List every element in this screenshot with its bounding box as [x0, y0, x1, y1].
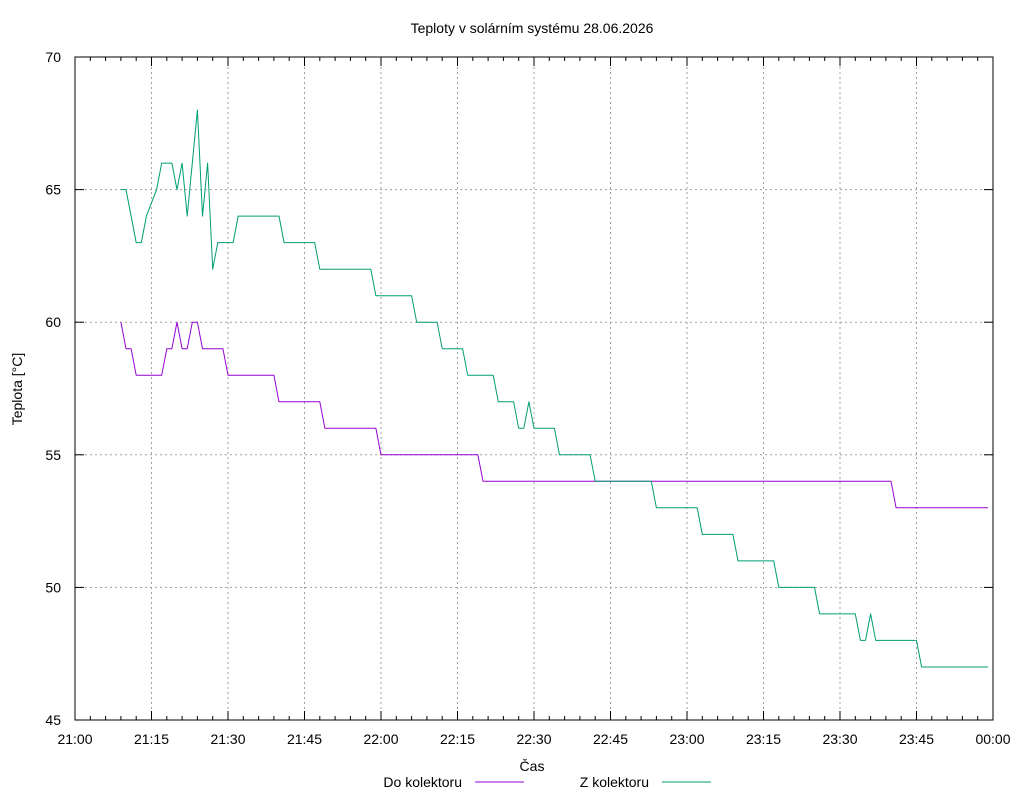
- series-line-z-kolektoru: [120, 109, 988, 668]
- x-tick-label: 21:30: [210, 731, 245, 747]
- x-axis-label: Čas: [520, 758, 545, 774]
- y-tick-label: 70: [45, 49, 61, 65]
- y-tick-label: 55: [45, 447, 61, 463]
- tick-labels: 21:00 21:15 21:30 21:45 22:00 22:15 22:30 22:45…: [45, 49, 1010, 747]
- legend: Do kolektoru Z kolektoru: [383, 774, 711, 790]
- x-tick-label: 22:30: [516, 731, 551, 747]
- y-tick-label: 50: [45, 579, 61, 595]
- x-tick-label: 23:15: [746, 731, 781, 747]
- y-tick-label: 60: [45, 314, 61, 330]
- grid-lines: [75, 57, 993, 720]
- x-tick-label: 21:00: [57, 731, 92, 747]
- x-tick-label: 23:30: [822, 731, 857, 747]
- x-tick-label: 22:15: [440, 731, 475, 747]
- legend-label-do-kolektoru: Do kolektoru: [383, 774, 462, 790]
- y-tick-label: 45: [45, 712, 61, 728]
- y-axis-label: Teplota [°C]: [9, 353, 25, 426]
- chart-title: Teploty v solárním systému 28.06.2026: [411, 20, 654, 36]
- series-line-do-kolektoru: [120, 321, 988, 509]
- x-tick-label: 23:45: [899, 731, 934, 747]
- series-lines: [120, 109, 988, 668]
- plot-frame: [74, 56, 994, 721]
- x-tick-label: 23:00: [669, 731, 704, 747]
- y-tick-label: 65: [45, 182, 61, 198]
- legend-label-z-kolektoru: Z kolektoru: [580, 774, 649, 790]
- x-tick-label: 00:00: [975, 731, 1010, 747]
- x-tick-label: 22:00: [363, 731, 398, 747]
- x-tick-label: 21:15: [134, 731, 169, 747]
- x-tick-label: 22:45: [593, 731, 628, 747]
- x-tick-label: 21:45: [287, 731, 322, 747]
